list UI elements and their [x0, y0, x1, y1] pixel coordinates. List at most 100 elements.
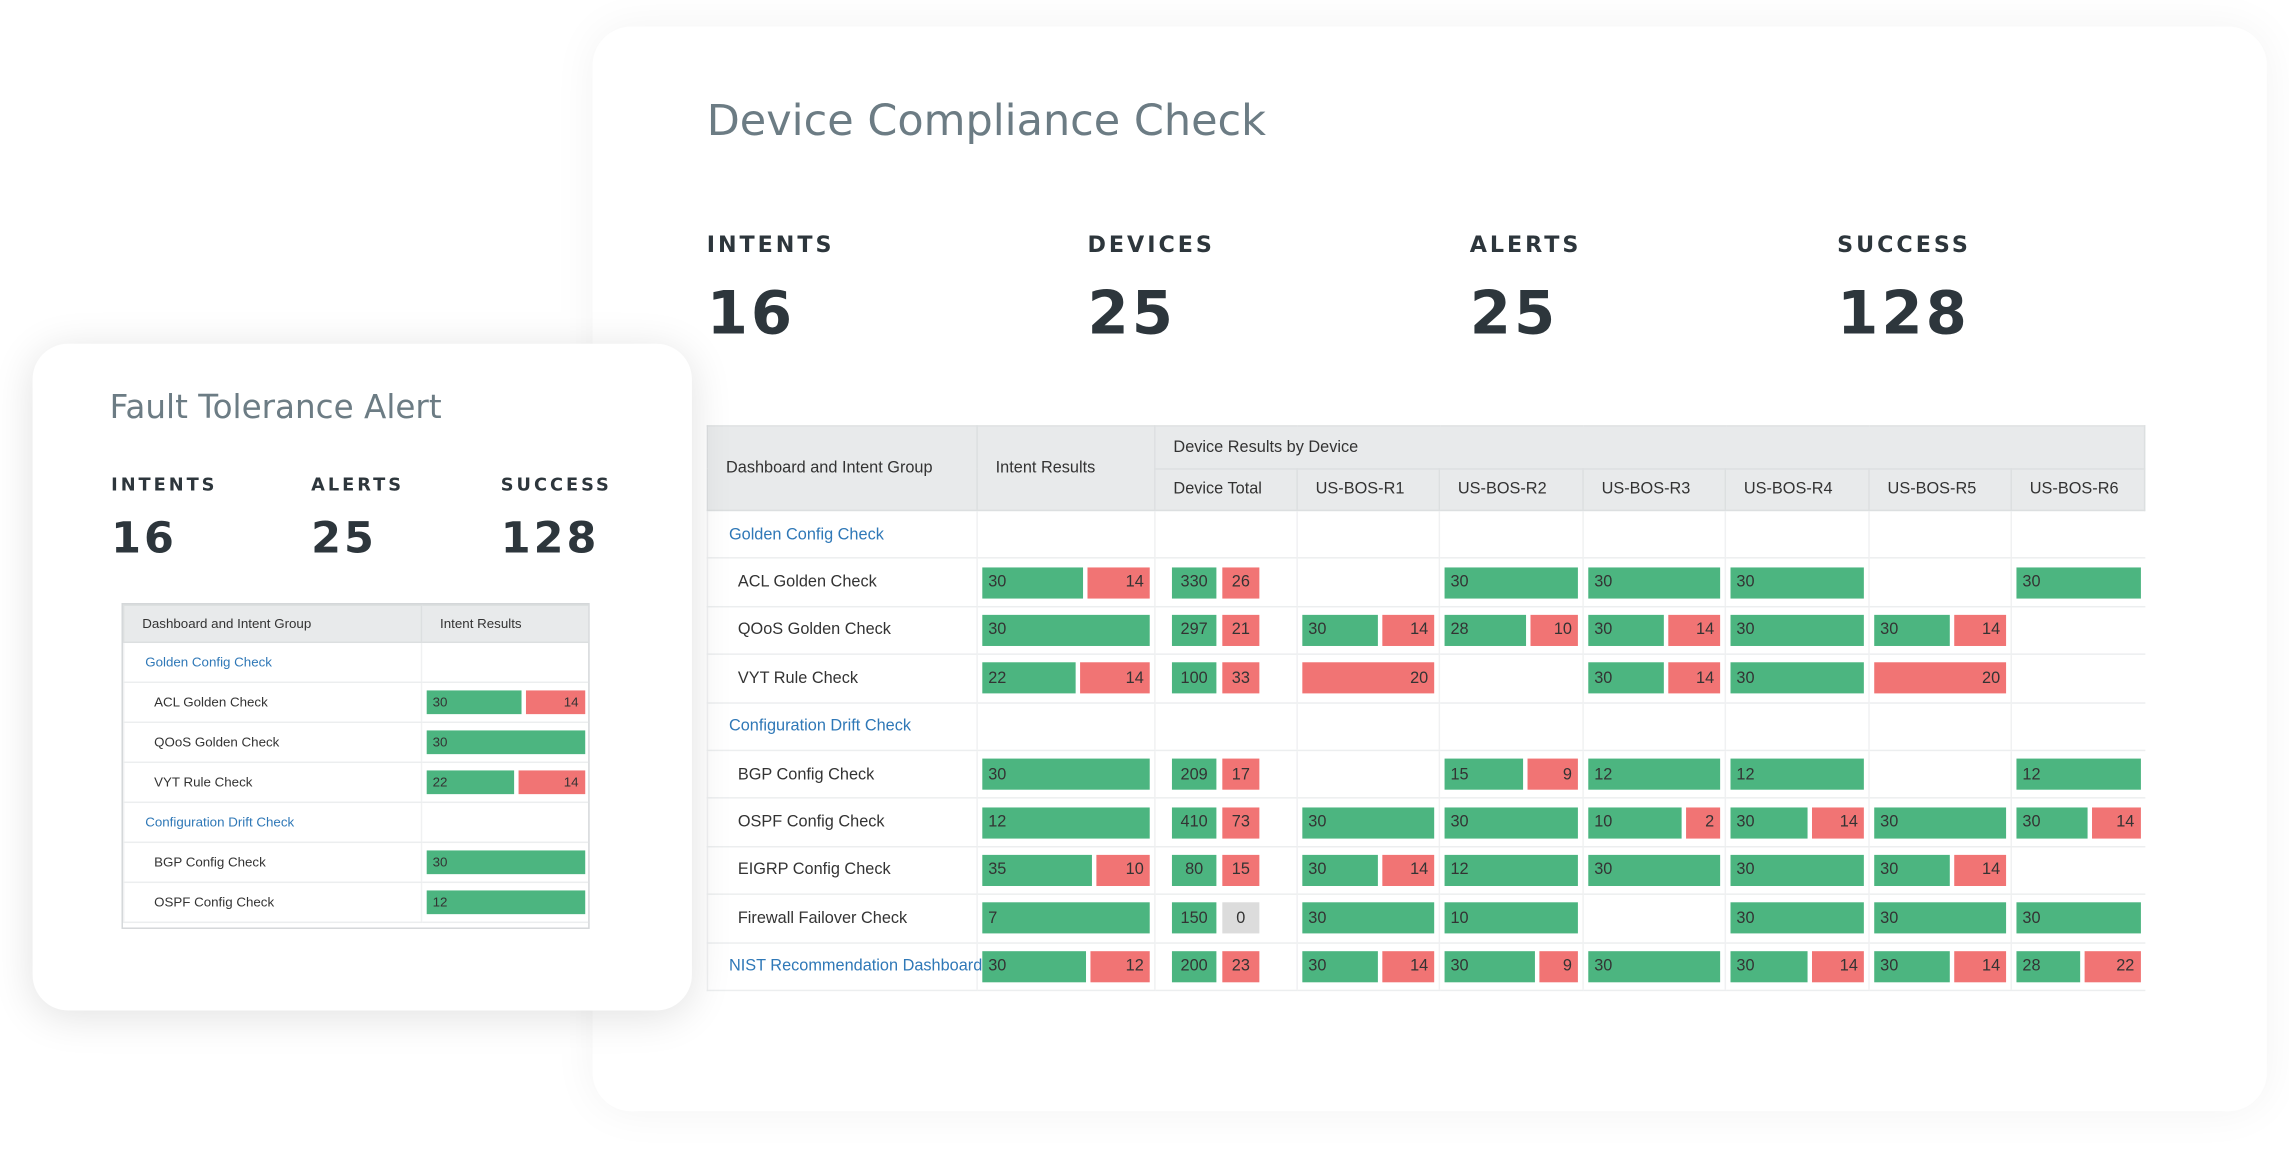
header: Dashboard and Intent Group [706, 425, 978, 512]
side-title: Fault Tolerance Alert [109, 389, 442, 427]
result-cell [1724, 510, 1870, 560]
row: VYT Rule Check 22 14 100 33 20 30 14 30 20 [706, 654, 2145, 704]
side-table-frame: Dashboard and Intent Group Intent Results… [121, 603, 590, 929]
result-cell: 30 [2010, 558, 2145, 608]
result-cell [1296, 702, 1440, 752]
result-cell: 30 [1868, 894, 2012, 944]
pass-count: 30 [1874, 614, 1951, 646]
pass-count: 28 [2016, 950, 2080, 982]
stat-label: DEVICES [1087, 231, 1215, 258]
result-cell: 30 [1724, 846, 1870, 896]
result-cell: 30 [1438, 558, 1584, 608]
result-bar: 30 14 [426, 690, 585, 715]
result-bar: 30 14 [2016, 806, 2141, 838]
pass-count: 30 [1588, 662, 1665, 694]
result-cell [1296, 558, 1440, 608]
result-bar: 12 [1444, 854, 1578, 886]
fail-count: 14 [1086, 566, 1150, 598]
row-name: EIGRP Config Check [706, 846, 978, 896]
result-bar: 12 [1588, 758, 1721, 790]
pass-count: 30 [1874, 854, 1951, 886]
result-cell: 28 10 [1438, 606, 1584, 656]
header: Intent Results [976, 425, 1156, 512]
total-pair: 410 73 [1171, 806, 1292, 838]
fail-count: 14 [1954, 614, 2007, 646]
pass-count: 30 [1588, 950, 1721, 982]
stat-value: 25 [1469, 280, 1559, 349]
row: Firewall Failover Check 7 150 0 30 10 30 30 30 [706, 894, 2145, 944]
header: Device Total [1154, 467, 1298, 512]
result-bar: 12 [982, 806, 1150, 838]
fail-count: 15 [1222, 854, 1260, 886]
row-name: Configuration Drift Check [706, 702, 978, 752]
result-cell: 297 21 [1154, 606, 1298, 656]
fail-count: 14 [1382, 614, 1435, 646]
result-bar: 30 [1588, 566, 1721, 598]
result-cell [1154, 510, 1298, 560]
result-bar: 30 [982, 614, 1150, 646]
row: BGP Config Check 30 [122, 842, 589, 884]
result-cell: 410 73 [1154, 798, 1298, 848]
result-cell: 30 [1724, 654, 1870, 704]
pass-count: 150 [1171, 902, 1217, 934]
fail-count: 20 [1874, 662, 2007, 694]
result-cell: 30 [1296, 798, 1440, 848]
stat-label: INTENTS [706, 231, 835, 258]
result-cell: 12 [1438, 846, 1584, 896]
result-bar: 30 [1874, 806, 2007, 838]
stat-value: 25 [311, 512, 377, 564]
header: US-BOS-R1 [1296, 467, 1441, 512]
result-cell: 12 [420, 882, 589, 924]
row-name: Golden Config Check [122, 642, 422, 684]
pass-count: 30 [982, 614, 1150, 646]
pass-count: 30 [1730, 854, 1864, 886]
pass-count: 30 [1588, 614, 1665, 646]
result-cell: 30 [420, 842, 589, 884]
row-name: OSPF Config Check [706, 798, 978, 848]
main-title: Device Compliance Check [706, 94, 1267, 146]
result-cell: 30 14 [1724, 798, 1870, 848]
result-bar: 30 14 [1302, 614, 1435, 646]
result-cell: 30 14 [1582, 654, 1726, 704]
result-bar: 30 14 [1302, 854, 1435, 886]
result-cell: 30 [1724, 894, 1870, 944]
side-table: Dashboard and Intent Group Intent Results… [122, 604, 589, 924]
row: Configuration Drift Check [706, 702, 2145, 752]
pass-count: 12 [982, 806, 1150, 838]
result-cell: 30 14 [2010, 798, 2145, 848]
row-name: BGP Config Check [706, 750, 978, 800]
header-row: Dashboard and Intent Group Intent Results [122, 604, 589, 644]
fail-count: 21 [1222, 614, 1260, 646]
result-cell: 100 33 [1154, 654, 1298, 704]
fail-count: 10 [1096, 854, 1150, 886]
fail-count: 14 [2091, 806, 2141, 838]
result-cell [1868, 510, 2012, 560]
result-cell [2010, 606, 2145, 656]
fail-count: 23 [1222, 950, 1260, 982]
result-cell: 30 [1582, 558, 1726, 608]
result-bar: 30 [1302, 806, 1435, 838]
result-cell: 30 [2010, 894, 2145, 944]
stat-value: 16 [111, 512, 177, 564]
result-bar: 28 22 [2016, 950, 2141, 982]
stat-value: 128 [1837, 280, 1970, 349]
row: Golden Config Check [706, 510, 2145, 560]
result-cell [2010, 846, 2145, 896]
result-cell: 200 23 [1154, 942, 1298, 992]
header: Dashboard and Intent Group [122, 604, 423, 644]
pass-count: 30 [982, 950, 1086, 982]
pass-count: 10 [1588, 806, 1683, 838]
fail-count: 14 [1382, 854, 1435, 886]
pass-count: 12 [1730, 758, 1864, 790]
result-bar: 30 [2016, 566, 2141, 598]
result-bar: 30 [1302, 902, 1435, 934]
fail-count: 14 [525, 690, 585, 715]
result-cell: 22 14 [420, 762, 589, 804]
header: US-BOS-R5 [1868, 467, 2013, 512]
header-row: Dashboard and Intent Group Intent Results… [706, 425, 2146, 512]
result-bar: 12 [1730, 758, 1864, 790]
pass-count: 30 [1302, 614, 1379, 646]
pass-count: 30 [2016, 806, 2087, 838]
pass-count: 30 [1302, 854, 1379, 886]
pass-count: 12 [1444, 854, 1578, 886]
